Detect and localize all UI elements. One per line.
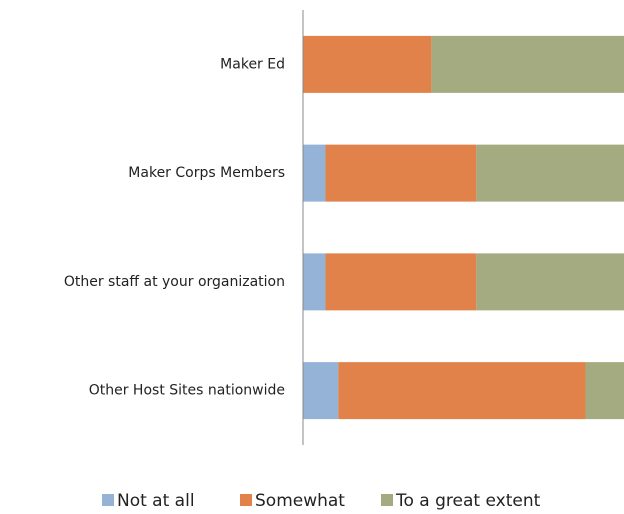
y-tick-label: Other staff at your organization: [64, 274, 285, 290]
y-tick-label: Other Host Sites nationwide: [89, 383, 285, 399]
bar-segment: [303, 362, 339, 420]
bar-segment: [476, 253, 624, 311]
bar-segment: [325, 144, 477, 202]
legend-label: To a great extent: [395, 491, 541, 511]
bar-segment: [303, 35, 432, 93]
legend-swatch: [381, 494, 393, 506]
bar-segment: [303, 144, 326, 202]
legend: Not at all Somewhat To a great extent: [102, 491, 541, 511]
bar-segment: [338, 362, 586, 420]
legend-label: Somewhat: [255, 491, 345, 511]
bar-segment: [303, 253, 326, 311]
y-tick-label: Maker Corps Members: [128, 165, 285, 181]
bar-segment: [325, 253, 477, 311]
bar-segment: [585, 362, 624, 420]
y-tick-label: Maker Ed: [220, 56, 285, 72]
legend-label: Not at all: [117, 491, 195, 511]
bar-segment: [431, 35, 624, 93]
bar-segment: [476, 144, 624, 202]
legend-swatch: [102, 494, 114, 506]
legend-swatch: [240, 494, 252, 506]
